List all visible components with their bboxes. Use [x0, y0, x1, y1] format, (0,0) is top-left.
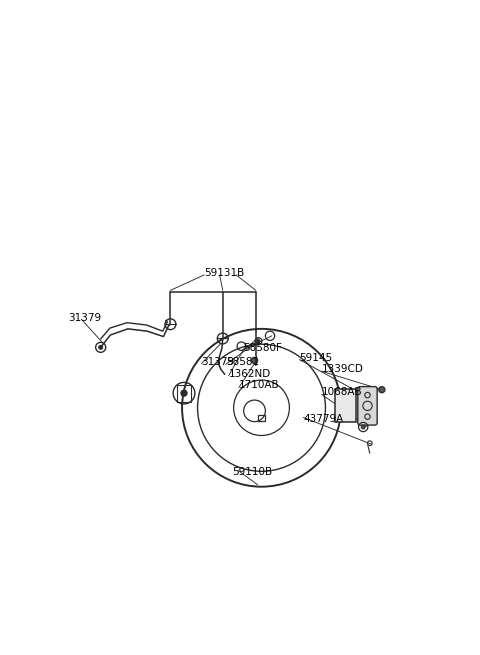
- Bar: [177, 384, 191, 402]
- Circle shape: [252, 358, 258, 364]
- Circle shape: [379, 386, 385, 393]
- Circle shape: [361, 425, 365, 429]
- Text: 59131B: 59131B: [204, 268, 244, 278]
- Text: 58581: 58581: [226, 358, 259, 367]
- Text: 59110B: 59110B: [232, 468, 273, 477]
- Text: 1362ND: 1362ND: [228, 369, 271, 379]
- Text: 1710AB: 1710AB: [239, 381, 280, 390]
- Text: 31379: 31379: [202, 356, 235, 367]
- Circle shape: [257, 340, 260, 343]
- Text: 59145: 59145: [300, 353, 333, 363]
- Text: 31379: 31379: [69, 313, 102, 323]
- Text: 1068AB: 1068AB: [322, 387, 362, 398]
- Text: 43779A: 43779A: [303, 415, 344, 424]
- Circle shape: [181, 390, 187, 396]
- Circle shape: [99, 345, 103, 349]
- Bar: [335, 390, 356, 422]
- Text: 1339CD: 1339CD: [322, 364, 363, 374]
- FancyBboxPatch shape: [358, 386, 377, 425]
- Text: 58580F: 58580F: [243, 343, 282, 353]
